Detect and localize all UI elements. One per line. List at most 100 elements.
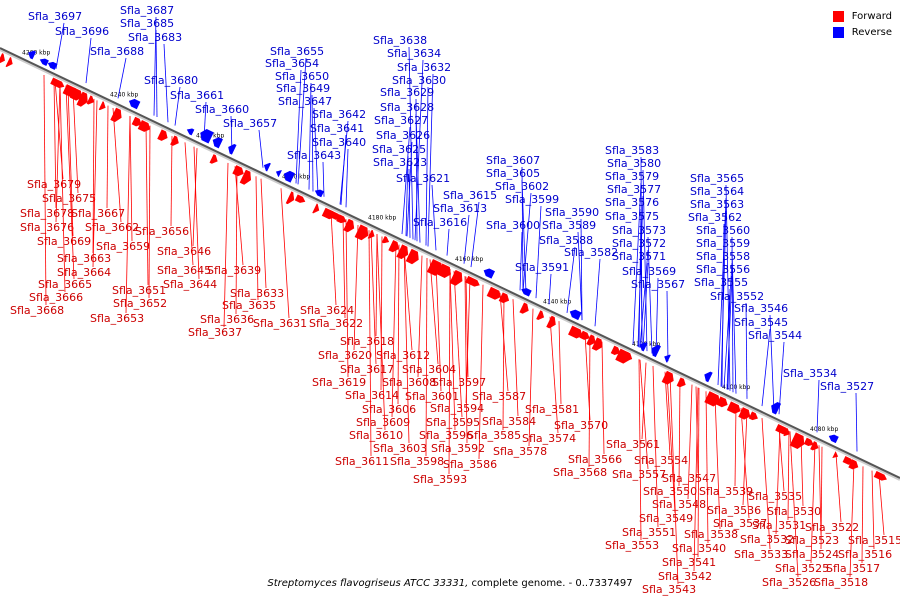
forward-gene-label: Sfla_3581 xyxy=(525,403,579,416)
forward-leader-line xyxy=(787,430,790,521)
forward-gene-arrow xyxy=(591,337,603,351)
reverse-leader-line xyxy=(427,73,434,247)
forward-leader-line xyxy=(223,162,229,328)
forward-leader-line xyxy=(145,123,149,286)
forward-gene-label: Sfla_3585 xyxy=(467,429,521,442)
reverse-gene-label: Sfla_3621 xyxy=(396,172,450,185)
forward-gene-label: Sfla_3662 xyxy=(85,221,139,234)
reverse-gene-label: Sfla_3660 xyxy=(195,103,249,116)
scale-tick-label: 4160 kbp xyxy=(455,256,483,263)
forward-gene-arrow xyxy=(586,334,596,346)
forward-leader-line xyxy=(740,408,750,519)
forward-arrow-shape xyxy=(0,53,5,64)
forward-gene-label: Sfla_3540 xyxy=(672,542,726,555)
scale-tick-label: 4180 kbp xyxy=(368,215,396,222)
reverse-gene-label: Sfla_3657 xyxy=(223,117,277,130)
reverse-gene-arrow xyxy=(704,371,713,383)
reverse-leader-line xyxy=(647,236,653,354)
reverse-gene-label: Sfla_3696 xyxy=(55,25,109,38)
reverse-leader-line xyxy=(666,290,669,362)
reverse-gene-label: Sfla_3573 xyxy=(612,224,666,237)
reverse-gene-label: Sfla_3688 xyxy=(90,45,144,58)
reverse-gene-label: Sfla_3576 xyxy=(605,196,659,209)
reverse-leader-line xyxy=(519,231,523,291)
forward-leader-line xyxy=(714,395,721,530)
reverse-leader-line xyxy=(408,46,414,240)
forward-leader-line xyxy=(72,88,79,194)
forward-gene-label: Sfla_3531 xyxy=(752,519,806,532)
forward-gene-label: Sfla_3537 xyxy=(713,517,767,530)
forward-leader-line xyxy=(368,230,372,457)
forward-gene-label: Sfla_3624 xyxy=(300,304,354,317)
forward-gene-label: Sfla_3604 xyxy=(402,363,456,376)
forward-gene-label: Sfla_3566 xyxy=(568,453,622,466)
reverse-arrow-shape xyxy=(704,371,713,383)
reverse-gene-label: Sfla_3569 xyxy=(622,265,676,278)
forward-gene-label: Sfla_3551 xyxy=(622,526,676,539)
reverse-gene-label: Sfla_3589 xyxy=(542,219,596,232)
reverse-leader-line xyxy=(340,134,347,205)
forward-gene-label: Sfla_3586 xyxy=(443,458,497,471)
reverse-gene-arrow xyxy=(128,98,141,110)
forward-gene-label: Sfla_3561 xyxy=(606,438,660,451)
reverse-gene-arrow xyxy=(39,58,49,66)
forward-leader-line xyxy=(464,276,468,444)
forward-leader-line xyxy=(666,372,676,514)
forward-arrow-shape xyxy=(76,91,88,107)
reverse-gene-arrow xyxy=(283,170,295,183)
reverse-gene-label: Sfla_3591 xyxy=(515,261,569,274)
forward-gene-label: Sfla_3543 xyxy=(642,583,696,596)
reverse-leader-line xyxy=(725,184,731,391)
forward-gene-label: Sfla_3675 xyxy=(42,192,96,205)
forward-gene-label: Sfla_3553 xyxy=(605,539,659,552)
forward-gene-label: Sfla_3664 xyxy=(57,266,111,279)
reverse-gene-label: Sfla_3559 xyxy=(696,237,750,250)
forward-gene-arrow xyxy=(623,351,633,362)
reverse-arrow-shape xyxy=(200,129,214,144)
reverse-gene-label: Sfla_3647 xyxy=(278,95,332,108)
forward-gene-arrow xyxy=(579,330,590,340)
forward-gene-label: Sfla_3516 xyxy=(838,548,892,561)
reverse-gene-label: Sfla_3634 xyxy=(387,47,441,60)
forward-leader-line xyxy=(453,270,463,418)
reverse-leader-line xyxy=(522,192,532,292)
forward-gene-label: Sfla_3666 xyxy=(29,291,83,304)
reverse-gene-label: Sfla_3627 xyxy=(374,114,428,127)
forward-gene-arrow xyxy=(86,95,95,105)
forward-leader-line xyxy=(693,387,699,572)
forward-arrow-shape xyxy=(676,377,686,388)
forward-gene-arrow xyxy=(170,135,179,146)
reverse-gene-label: Sfla_3546 xyxy=(734,302,788,315)
forward-gene-label: Sfla_3524 xyxy=(785,548,839,561)
forward-gene-label: Sfla_3518 xyxy=(814,576,868,589)
reverse-gene-arrow xyxy=(200,129,214,144)
reverse-gene-arrow xyxy=(828,434,839,444)
backbone-group xyxy=(0,47,900,481)
reverse-leader-line xyxy=(655,277,659,356)
reverse-leader-line xyxy=(855,392,858,452)
forward-gene-label: Sfla_3645 xyxy=(157,264,211,277)
caption-organism: Streptomyces flavogriseus ATCC 33331, xyxy=(267,578,469,589)
reverse-gene-label: Sfla_3534 xyxy=(783,367,837,380)
reverse-leader-line xyxy=(163,43,169,123)
reverse-gene-label: Sfla_3558 xyxy=(696,250,750,263)
forward-gene-label: Sfla_3622 xyxy=(309,317,363,330)
forward-leader-line xyxy=(170,136,173,227)
reverse-arrow-shape xyxy=(664,354,671,363)
reverse-gene-label: Sfla_3602 xyxy=(495,180,549,193)
forward-leader-line xyxy=(92,100,98,268)
forward-leader-line xyxy=(761,418,771,550)
reverse-leader-line xyxy=(425,86,429,246)
forward-gene-label: Sfla_3644 xyxy=(163,278,217,291)
reverse-leader-line xyxy=(345,148,349,208)
forward-gene-arrow xyxy=(676,377,686,388)
forward-gene-label: Sfla_3668 xyxy=(10,304,64,317)
forward-leader-line xyxy=(370,231,377,365)
forward-arrow-shape xyxy=(726,401,741,414)
reverse-leader-line xyxy=(778,341,785,415)
forward-leader-line xyxy=(353,225,359,351)
forward-leader-line xyxy=(835,453,842,523)
forward-leader-line xyxy=(92,98,95,254)
reverse-gene-label: Sfla_3567 xyxy=(631,278,685,291)
backbone-line xyxy=(0,47,900,479)
